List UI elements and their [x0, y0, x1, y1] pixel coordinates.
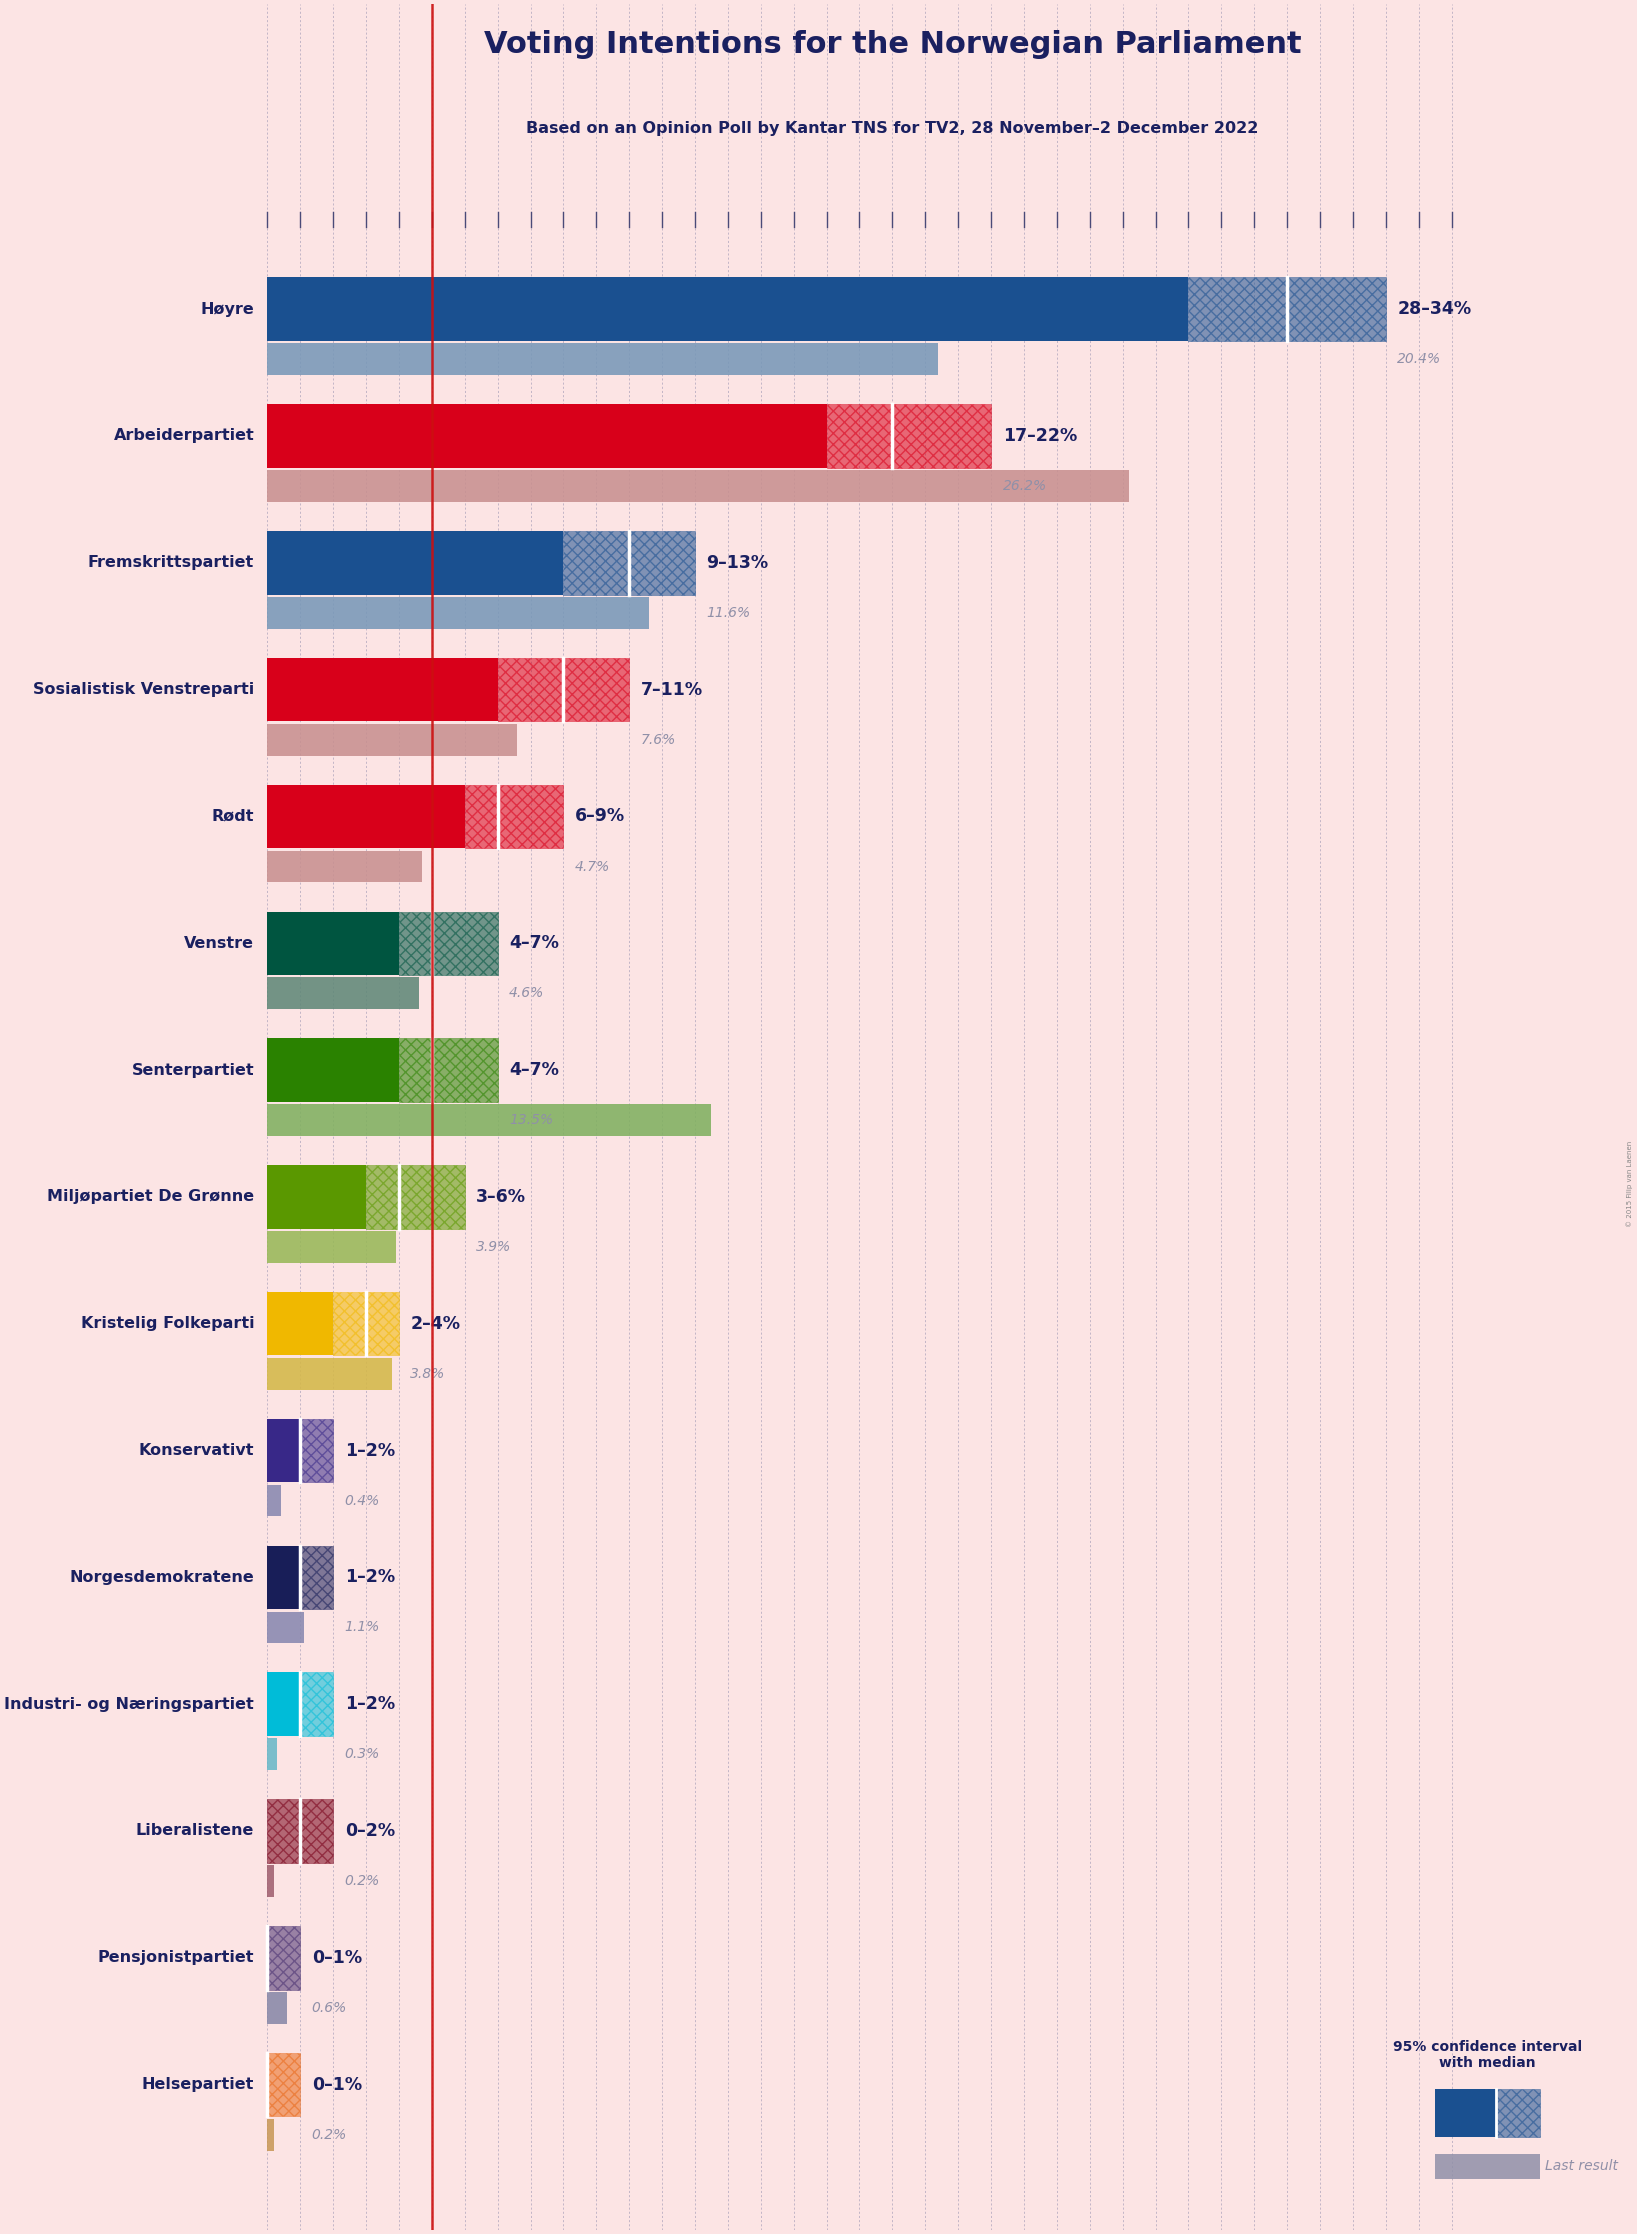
Text: 17–22%: 17–22%	[1002, 427, 1077, 445]
Text: 1.1%: 1.1%	[345, 1620, 380, 1635]
Text: 0.3%: 0.3%	[345, 1747, 380, 1760]
Text: 4–7%: 4–7%	[509, 934, 558, 952]
Text: Kristelig Folkeparti: Kristelig Folkeparti	[80, 1316, 254, 1331]
Bar	[1436, 2089, 1496, 2138]
Text: 95% confidence interval
with median: 95% confidence interval with median	[1393, 2040, 1583, 2071]
Bar	[267, 2053, 300, 2116]
Bar	[267, 277, 1188, 342]
Text: 4.7%: 4.7%	[575, 860, 611, 873]
Text: 7.6%: 7.6%	[640, 733, 676, 746]
Text: Fremskrittspartiet: Fremskrittspartiet	[88, 556, 254, 570]
Text: Norgesdemokratene: Norgesdemokratene	[69, 1571, 254, 1584]
Bar	[267, 1738, 277, 1769]
Text: 3.8%: 3.8%	[411, 1367, 445, 1381]
Bar	[267, 1865, 273, 1897]
Bar	[267, 596, 648, 628]
Bar	[300, 1673, 334, 1736]
Text: 1–2%: 1–2%	[345, 1696, 395, 1713]
Text: Liberalistene: Liberalistene	[136, 1823, 254, 1839]
Text: 6–9%: 6–9%	[575, 806, 625, 824]
Bar	[267, 784, 465, 849]
Bar	[267, 1291, 334, 1356]
Text: 0–1%: 0–1%	[311, 1948, 362, 1966]
Text: 7–11%: 7–11%	[640, 681, 702, 699]
Bar	[399, 911, 498, 974]
Bar	[267, 1104, 712, 1137]
Text: Arbeiderpartiet: Arbeiderpartiet	[113, 429, 254, 445]
Text: Konservativt: Konservativt	[139, 1443, 254, 1459]
Text: Senterpartiet: Senterpartiet	[131, 1063, 254, 1077]
Bar	[267, 1358, 393, 1390]
Bar	[334, 1291, 399, 1356]
Text: 0.2%: 0.2%	[311, 2127, 347, 2142]
Text: Voting Intentions for the Norwegian Parliament: Voting Intentions for the Norwegian Parl…	[483, 29, 1301, 58]
Bar	[267, 1231, 396, 1262]
Bar	[267, 1166, 367, 1229]
Bar	[267, 1611, 303, 1644]
Text: 0–1%: 0–1%	[311, 2075, 362, 2093]
Bar	[563, 532, 696, 594]
Text: Pensjonistpartiet: Pensjonistpartiet	[98, 1950, 254, 1966]
Text: 28–34%: 28–34%	[1398, 299, 1472, 317]
Text: 0–2%: 0–2%	[345, 1823, 395, 1841]
Text: 13.5%: 13.5%	[509, 1113, 553, 1128]
Text: Miljøpartiet De Grønne: Miljøpartiet De Grønne	[47, 1188, 254, 1204]
Text: Helsepartiet: Helsepartiet	[142, 2078, 254, 2091]
Bar	[267, 1546, 300, 1608]
Text: 11.6%: 11.6%	[707, 605, 751, 619]
Bar	[267, 724, 517, 755]
Bar	[465, 784, 563, 849]
Text: Rødt: Rødt	[211, 809, 254, 824]
Bar	[267, 1673, 300, 1736]
Bar	[267, 404, 827, 467]
Bar	[267, 2118, 273, 2151]
Bar	[267, 659, 498, 722]
Bar	[267, 1798, 334, 1863]
Text: Last result: Last result	[1545, 2160, 1619, 2174]
Bar	[1436, 2154, 1540, 2178]
Text: 1–2%: 1–2%	[345, 1568, 395, 1586]
Text: 1–2%: 1–2%	[345, 1441, 395, 1459]
Text: Sosialistisk Venstreparti: Sosialistisk Venstreparti	[33, 681, 254, 697]
Text: 2–4%: 2–4%	[411, 1316, 460, 1334]
Bar	[267, 344, 938, 375]
Bar	[267, 1419, 300, 1481]
Text: 0.4%: 0.4%	[345, 1495, 380, 1508]
Bar	[267, 911, 399, 974]
Bar	[399, 1039, 498, 1101]
Text: 3.9%: 3.9%	[476, 1240, 511, 1253]
Bar	[267, 851, 422, 882]
Bar	[267, 1926, 300, 1990]
Bar	[267, 1039, 399, 1101]
Bar	[1496, 2089, 1540, 2138]
Text: 9–13%: 9–13%	[707, 554, 769, 572]
Text: Høyre: Høyre	[200, 302, 254, 317]
Text: 0.6%: 0.6%	[311, 2002, 347, 2015]
Text: 20.4%: 20.4%	[1398, 353, 1442, 366]
Text: © 2015 Filip van Laenen: © 2015 Filip van Laenen	[1626, 1139, 1632, 1226]
Bar	[267, 532, 563, 594]
Text: Industri- og Næringspartiet: Industri- og Næringspartiet	[5, 1696, 254, 1711]
Text: 0.2%: 0.2%	[345, 1874, 380, 1888]
Text: Venstre: Venstre	[185, 936, 254, 952]
Bar	[367, 1166, 465, 1229]
Bar	[267, 978, 419, 1010]
Text: 26.2%: 26.2%	[1002, 478, 1046, 494]
Bar	[300, 1546, 334, 1608]
Text: 4.6%: 4.6%	[509, 987, 545, 1001]
Bar	[827, 404, 990, 467]
Text: Based on an Opinion Poll by Kantar TNS for TV2, 28 November–2 December 2022: Based on an Opinion Poll by Kantar TNS f…	[525, 121, 1259, 136]
Bar	[267, 1486, 280, 1517]
Text: 3–6%: 3–6%	[476, 1188, 525, 1206]
Bar	[300, 1419, 334, 1481]
Text: 4–7%: 4–7%	[509, 1061, 558, 1079]
Bar	[267, 469, 1130, 503]
Bar	[498, 659, 629, 722]
Bar	[267, 1993, 286, 2024]
Bar	[1188, 277, 1387, 342]
